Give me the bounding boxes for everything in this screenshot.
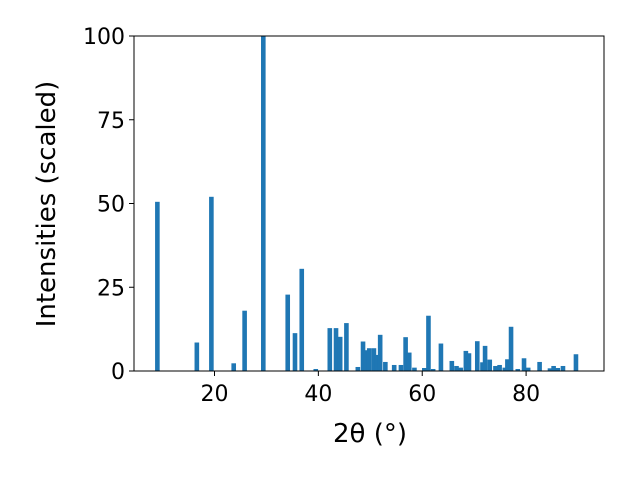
bar bbox=[426, 315, 431, 371]
bar bbox=[502, 367, 508, 371]
x-tick-label: 80 bbox=[512, 382, 540, 407]
bar bbox=[508, 326, 514, 371]
y-tick-label: 25 bbox=[97, 276, 125, 301]
bar bbox=[449, 360, 455, 371]
bar bbox=[515, 368, 521, 371]
bar bbox=[438, 343, 444, 371]
bar bbox=[474, 341, 480, 371]
bar bbox=[573, 354, 579, 371]
x-axis-ticks: 20 40 60 80 bbox=[200, 371, 540, 407]
bar bbox=[430, 368, 436, 371]
bar bbox=[209, 196, 214, 371]
bar bbox=[242, 310, 247, 371]
bar bbox=[366, 348, 372, 371]
bar bbox=[371, 348, 377, 371]
bar bbox=[454, 365, 459, 371]
bar bbox=[391, 364, 397, 371]
bar bbox=[261, 36, 266, 371]
bar bbox=[497, 364, 502, 371]
bar bbox=[194, 342, 200, 371]
bar bbox=[155, 201, 160, 371]
bar bbox=[560, 365, 566, 371]
bar bbox=[292, 333, 298, 371]
y-tick-label: 75 bbox=[97, 109, 125, 134]
bar bbox=[458, 367, 463, 371]
bar bbox=[383, 361, 388, 371]
bar bbox=[374, 354, 380, 371]
bar bbox=[493, 365, 498, 371]
bar bbox=[344, 323, 349, 371]
y-tick-label: 0 bbox=[111, 360, 125, 385]
y-axis-ticks: 0 25 50 75 100 bbox=[83, 25, 134, 385]
bar bbox=[480, 362, 485, 371]
bar bbox=[333, 328, 339, 371]
bar bbox=[463, 350, 469, 371]
bar bbox=[487, 359, 493, 371]
bars-layer bbox=[155, 36, 579, 372]
x-tick-label: 20 bbox=[200, 382, 228, 407]
y-tick-label: 50 bbox=[97, 193, 125, 218]
bar bbox=[337, 336, 343, 371]
bar bbox=[525, 367, 531, 371]
bar bbox=[555, 367, 561, 371]
y-tick-label: 100 bbox=[83, 25, 125, 50]
x-tick-label: 40 bbox=[304, 382, 332, 407]
bar bbox=[231, 363, 237, 371]
bar bbox=[422, 367, 427, 371]
x-axis-title: 2θ (°) bbox=[333, 419, 407, 449]
bar bbox=[313, 368, 319, 371]
bar bbox=[285, 294, 291, 371]
x-tick-label: 60 bbox=[408, 382, 436, 407]
y-axis-title: Intensities (scaled) bbox=[32, 81, 62, 328]
bar bbox=[327, 328, 333, 371]
bar bbox=[406, 352, 412, 371]
bar bbox=[547, 368, 553, 371]
bar bbox=[482, 345, 488, 372]
bar bbox=[377, 334, 383, 371]
bar bbox=[537, 361, 542, 371]
bar bbox=[521, 358, 527, 371]
bar bbox=[403, 337, 408, 371]
bar bbox=[466, 353, 472, 371]
bar bbox=[398, 364, 404, 371]
bar bbox=[299, 268, 305, 371]
bar bbox=[355, 366, 361, 371]
bar bbox=[505, 359, 510, 371]
bar bbox=[363, 350, 368, 371]
bar bbox=[360, 341, 366, 371]
bar bbox=[551, 365, 556, 371]
bar bbox=[412, 367, 417, 371]
